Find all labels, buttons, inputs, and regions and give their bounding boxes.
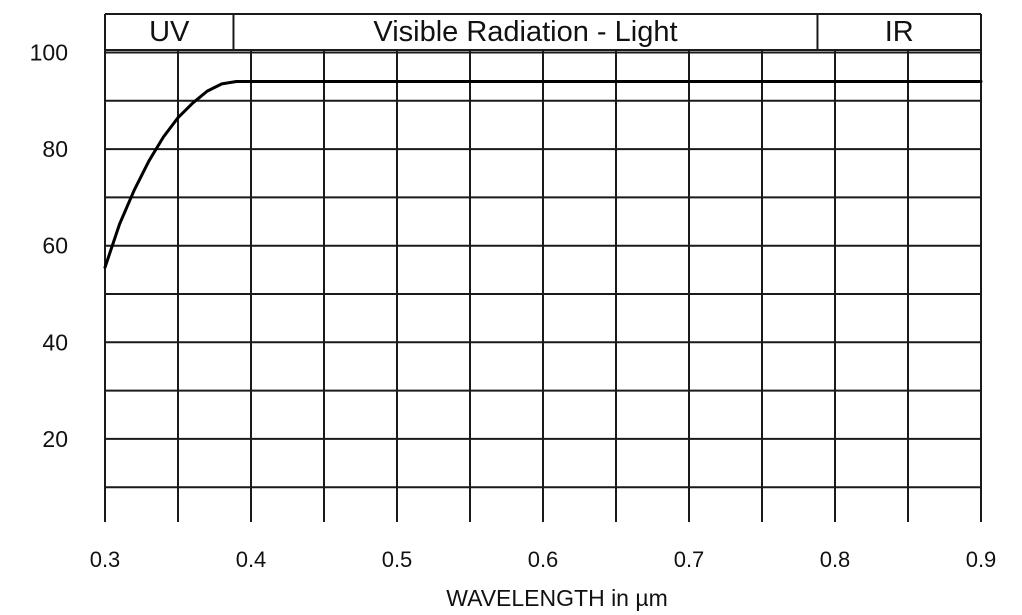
x-tick-label: 0.7 [674, 547, 705, 572]
series-line-0 [103, 80, 983, 269]
grid [104, 13, 982, 522]
x-axis-label: WAVELENGTH in µm [446, 585, 668, 611]
x-tick-label: 0.8 [820, 547, 851, 572]
band-label-visible-radiation-light: Visible Radiation - Light [373, 16, 677, 48]
y-tick-label: 40 [42, 329, 68, 355]
spectrum-band-header: UV Visible Radiation - Light IR [104, 13, 982, 51]
x-tick-label: 0.5 [382, 547, 413, 572]
x-tick-label: 0.4 [236, 547, 267, 572]
band-0-background [105, 14, 234, 50]
series-lines [103, 80, 983, 269]
x-tick-label: 0.9 [966, 547, 997, 572]
x-tick-label: 0.6 [528, 547, 559, 572]
x-tick-label: 0.3 [90, 547, 121, 572]
band-label-ir: IR [885, 16, 914, 48]
y-tick-label: 60 [42, 233, 68, 259]
x-axis-tick-labels: 0.3 0.4 0.5 0.6 0.7 0.8 0.9 [90, 547, 997, 572]
y-tick-label: 80 [42, 136, 68, 162]
y-tick-label: 20 [42, 426, 68, 452]
band-label-uv: UV [149, 16, 190, 48]
y-tick-label: 100 [30, 40, 68, 66]
y-axis-tick-labels: 20 40 60 80 100 [30, 40, 68, 452]
band-2-background [817, 14, 981, 50]
band-1-background [233, 14, 818, 50]
